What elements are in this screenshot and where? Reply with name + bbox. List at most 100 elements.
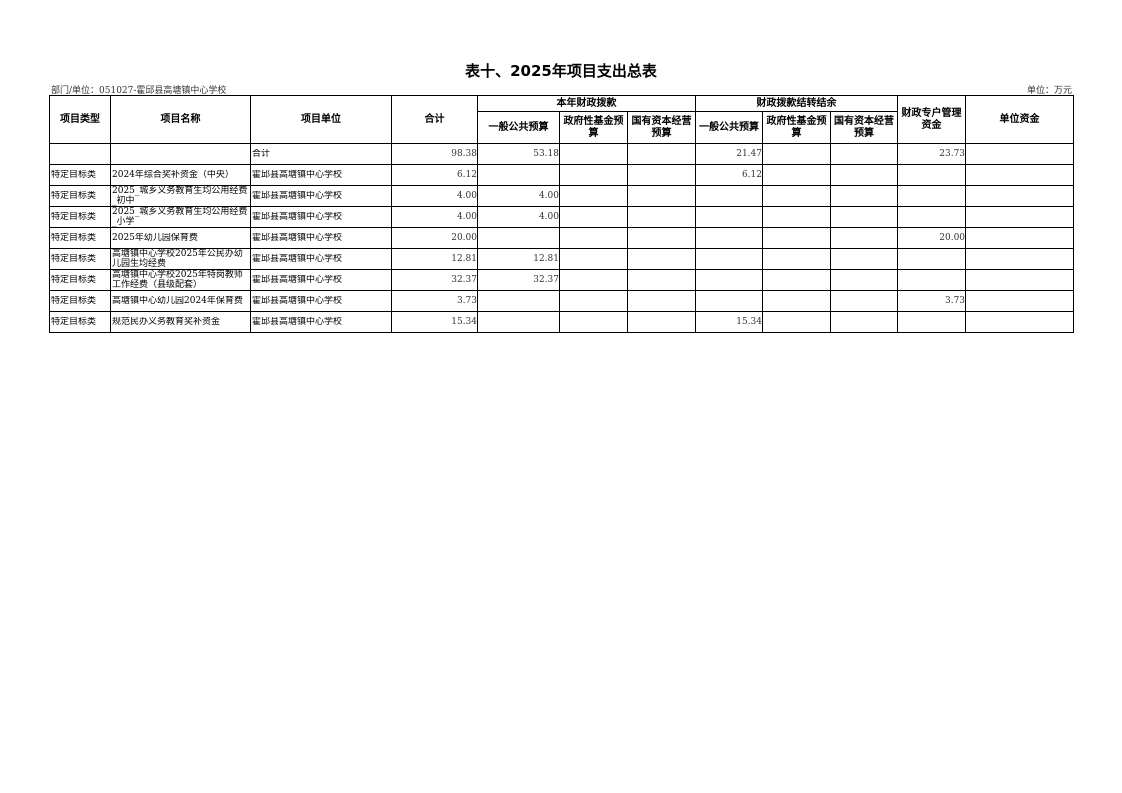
cell-name: 2025_城乡义务教育生均公用经费_初中 [110, 185, 251, 207]
cell-cy-gov-fund [762, 227, 831, 249]
cell-cy-general-budget [695, 206, 763, 228]
cell-cy-state-capital [829, 248, 899, 270]
cell-name-text: 2025_城乡义务教育生均公用经费_小学 [112, 207, 248, 227]
cell-total: 4.00 [391, 206, 478, 228]
cell-state-capital [627, 311, 696, 333]
cell-type-text: 特定目标类 [51, 170, 97, 180]
cell-general-budget [477, 164, 560, 186]
cell-type [49, 143, 111, 165]
cell-name: 2025_城乡义务教育生均公用经费_小学 [110, 206, 251, 228]
cell-cy-general-budget-text: 15.34 [736, 317, 762, 327]
cell-total: 32.37 [391, 269, 478, 291]
cell-org: 霍邱县高塘镇中心学校 [250, 227, 392, 249]
cell-general-budget [477, 227, 560, 249]
cell-unit-funds [965, 227, 1075, 249]
cell-type-text: 特定目标类 [51, 212, 97, 222]
cell-cy-gov-fund [762, 143, 831, 165]
cell-org-text: 霍邱县高塘镇中心学校 [252, 191, 343, 201]
cell-total-text: 12.81 [451, 254, 477, 264]
header-general-budget: 一般公共预算 [477, 111, 560, 144]
header-cy-state-capital: 国有资本经营预算 [829, 111, 899, 144]
cell-cy-state-capital [829, 164, 899, 186]
cell-type: 特定目标类 [49, 269, 111, 291]
cell-unit-funds [965, 206, 1075, 228]
cell-name: 2024年综合奖补资金（中央） [110, 164, 251, 186]
cell-state-capital [627, 248, 696, 270]
cell-org: 霍邱县高塘镇中心学校 [250, 311, 392, 333]
cell-general-budget [477, 311, 560, 333]
cell-gov-fund [559, 269, 628, 291]
cell-cy-general-budget: 21.47 [695, 143, 763, 165]
header-special-account: 财政专户管理资金 [897, 95, 967, 144]
cell-total-text: 3.73 [456, 296, 477, 306]
cell-type-text: 特定目标类 [51, 296, 97, 306]
cell-state-capital [627, 269, 696, 291]
cell-general-budget [477, 290, 560, 312]
cell-general-budget: 4.00 [477, 206, 560, 228]
cell-name-text: 2024年综合奖补资金（中央） [112, 170, 234, 180]
cell-special-account [897, 206, 967, 228]
unit-label: 单位：万元 [1026, 86, 1072, 96]
cell-org: 合计 [250, 143, 392, 165]
cell-cy-gov-fund [762, 248, 831, 270]
header-name: 项目名称 [110, 95, 251, 144]
cell-type: 特定目标类 [49, 248, 111, 270]
cell-type: 特定目标类 [49, 227, 111, 249]
cell-org-text: 霍邱县高塘镇中心学校 [252, 296, 343, 306]
cell-type: 特定目标类 [49, 185, 111, 207]
cell-general-budget-text: 32.37 [533, 275, 559, 285]
cell-cy-general-budget [695, 269, 763, 291]
cell-total: 98.38 [391, 143, 478, 165]
cell-name: 2025年幼儿园保育费 [110, 227, 251, 249]
cell-gov-fund [559, 143, 628, 165]
header-cy-general-budget: 一般公共预算 [695, 111, 763, 144]
cell-special-account [897, 164, 967, 186]
cell-type-text: 特定目标类 [51, 254, 97, 264]
cell-unit-funds [965, 143, 1075, 165]
cell-special-account: 23.73 [897, 143, 967, 165]
cell-general-budget: 4.00 [477, 185, 560, 207]
cell-total-text: 15.34 [451, 317, 477, 327]
cell-cy-gov-fund [762, 185, 831, 207]
cell-org: 霍邱县高塘镇中心学校 [250, 248, 392, 270]
cell-gov-fund [559, 290, 628, 312]
cell-org-text: 合计 [252, 149, 271, 159]
table-row: 合计 98.38 53.18 21.47 23.73 [49, 143, 1075, 165]
cell-org-text: 霍邱县高塘镇中心学校 [252, 317, 343, 327]
cell-cy-general-budget-text: 6.12 [741, 170, 762, 180]
cell-gov-fund [559, 227, 628, 249]
cell-type: 特定目标类 [49, 311, 111, 333]
table-row: 特定目标类 高塘镇中心幼儿园2024年保育费 霍邱县高塘镇中心学校 3.73 3.73 [49, 290, 1075, 312]
cell-type-text: 特定目标类 [51, 233, 97, 243]
cell-type: 特定目标类 [49, 290, 111, 312]
cell-cy-state-capital [829, 227, 899, 249]
cell-cy-gov-fund [762, 290, 831, 312]
cell-cy-gov-fund [762, 269, 831, 291]
cell-cy-gov-fund [762, 311, 831, 333]
header-cy-gov-fund: 政府性基金预算 [762, 111, 831, 144]
cell-special-account-text: 20.00 [939, 233, 966, 243]
table-row: 特定目标类 2025年幼儿园保育费 霍邱县高塘镇中心学校 20.00 20.00 [49, 227, 1075, 249]
cell-total-text: 4.00 [456, 191, 477, 201]
cell-state-capital [627, 227, 696, 249]
cell-special-account [897, 185, 967, 207]
cell-name: 规范民办义务教育奖补资金 [110, 311, 251, 333]
cell-general-budget-text: 12.81 [533, 254, 559, 264]
cell-cy-general-budget: 15.34 [695, 311, 763, 333]
header-carryover: 财政拨款结转结余 [694, 95, 899, 112]
cell-cy-state-capital [829, 311, 899, 333]
cell-type-text: 特定目标类 [51, 275, 97, 285]
cell-total: 15.34 [391, 311, 478, 333]
cell-general-budget-text: 4.00 [538, 191, 559, 201]
cell-cy-state-capital [829, 206, 899, 228]
cell-total: 3.73 [391, 290, 478, 312]
cell-special-account-text: 3.73 [944, 296, 966, 306]
cell-total: 4.00 [391, 185, 478, 207]
cell-state-capital [627, 143, 696, 165]
cell-type-text: 特定目标类 [51, 317, 97, 327]
cell-gov-fund [559, 206, 628, 228]
cell-name-text: 2025年幼儿园保育费 [112, 233, 198, 243]
cell-general-budget: 32.37 [477, 269, 560, 291]
cell-state-capital [627, 206, 696, 228]
cell-state-capital [627, 185, 696, 207]
